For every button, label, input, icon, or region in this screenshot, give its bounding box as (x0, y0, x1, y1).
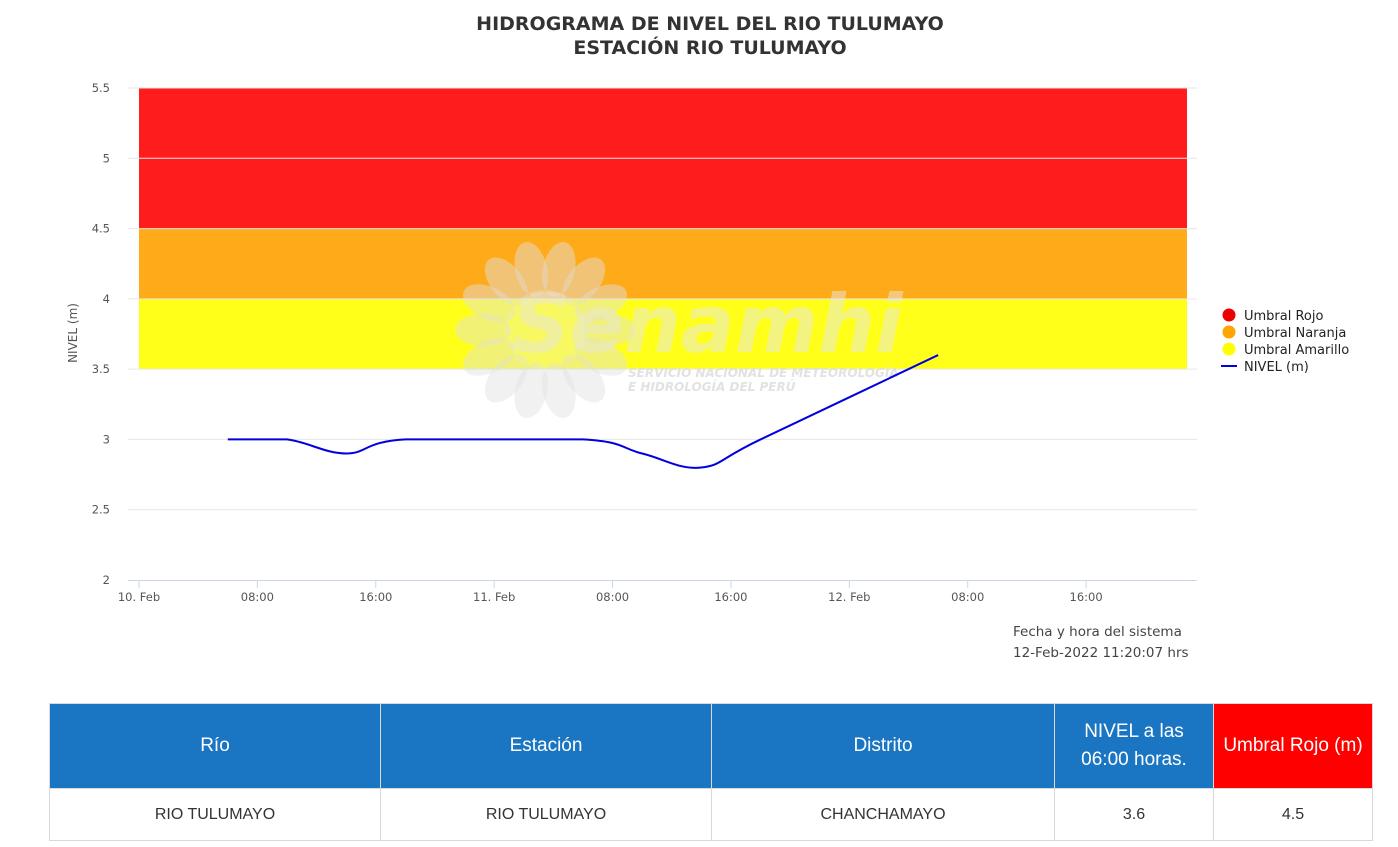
legend-label: Umbral Amarillo (1244, 343, 1349, 358)
x-tick-label: 08:00 (596, 590, 629, 604)
hydrograph-chart: Senamhi SERVICIO NACIONAL DE METEOROLOGÍ… (66, 81, 1349, 604)
legend-marker (1222, 308, 1236, 322)
x-tick-label: 08:00 (241, 590, 274, 604)
watermark-brand: Senamhi (512, 278, 904, 371)
sun-ray (514, 362, 549, 418)
chart-subtitle: ESTACIÓN RIO TULUMAYO (573, 37, 847, 59)
chart-title: HIDROGRAMA DE NIVEL DEL RIO TULUMAYO (476, 13, 944, 35)
table-row: RIO TULUMAYO RIO TULUMAYO CHANCHAMAYO 3.… (49, 788, 1373, 841)
header-rio: Río (49, 703, 381, 789)
cell-nivel: 3.6 (1054, 788, 1214, 841)
y-tick-label: 4.5 (92, 222, 110, 236)
header-nivel: NIVEL a las 06:00 horas. (1054, 703, 1214, 789)
y-tick-label: 5 (103, 151, 110, 165)
y-tick-label: 5.5 (92, 81, 110, 95)
cell-umbral-rojo: 4.5 (1213, 788, 1373, 841)
system-time-value: 12-Feb-2022 11:20:07 hrs (1013, 645, 1189, 661)
threshold-bands (139, 88, 1187, 370)
sun-ray (462, 284, 516, 322)
sun-core (505, 290, 585, 370)
series-layer (227, 354, 939, 469)
legend-label: Umbral Naranja (1244, 326, 1346, 341)
sun-ray (455, 314, 511, 346)
sun-ray (541, 242, 576, 298)
legend: Umbral Rojo Umbral Naranja Umbral Amarillo… (1221, 308, 1349, 375)
y-tick-label: 2 (103, 573, 110, 587)
series-line-nivel (227, 354, 939, 469)
table-header-row: Río Estación Distrito NIVEL a las 06:00 … (49, 703, 1373, 789)
system-time: Fecha y hora del sistema 12-Feb-2022 11:… (1013, 622, 1189, 664)
x-tick-label: 12. Feb (828, 590, 870, 604)
y-axis-title: NIVEL (m) (66, 303, 80, 363)
sun-ray (574, 284, 628, 322)
x-tick-label: 16:00 (359, 590, 392, 604)
x-tick-label: 08:00 (951, 590, 984, 604)
y-tick-label: 3.5 (92, 362, 110, 376)
chart-title-block: HIDROGRAMA DE NIVEL DEL RIO TULUMAYO EST… (0, 12, 1398, 60)
sun-logo-icon (455, 242, 635, 418)
band-umbral-amarillo (139, 298, 1187, 370)
senamhi-watermark: Senamhi SERVICIO NACIONAL DE METEOROLOGÍ… (455, 242, 904, 418)
band-umbral-naranja (139, 228, 1187, 299)
legend-label: Umbral Rojo (1244, 309, 1324, 324)
x-tick-label: 10. Feb (118, 590, 160, 604)
x-tick-label: 11. Feb (473, 590, 515, 604)
sun-ray (562, 354, 606, 403)
cell-estacion: RIO TULUMAYO (380, 788, 712, 841)
y-tick-label: 3 (103, 432, 110, 446)
axes: 2 2.5 3 3.5 4 4.5 5 5.5 10. Feb 08:00 16:00 11. Feb… (92, 81, 1197, 604)
station-table: Río Estación Distrito NIVEL a las 06:00 … (49, 703, 1373, 841)
sun-ray (574, 338, 628, 376)
y-tick-label: 2.5 (92, 503, 110, 517)
watermark-line2: E HIDROLOGÍA DEL PERÚ (628, 379, 796, 394)
cell-distrito: CHANCHAMAYO (711, 788, 1055, 841)
grid-lines (128, 87, 1197, 511)
sun-ray (484, 257, 528, 306)
y-tick-label: 4 (103, 292, 110, 306)
header-distrito: Distrito (711, 703, 1055, 789)
sun-ray (579, 314, 635, 346)
legend-marker (1222, 342, 1236, 356)
cell-rio: RIO TULUMAYO (49, 788, 381, 841)
sun-ray (462, 338, 516, 376)
watermark-line1: SERVICIO NACIONAL DE METEOROLOGÍA (628, 365, 899, 380)
sun-ray (484, 354, 528, 403)
legend-label: NIVEL (m) (1244, 360, 1309, 375)
x-tick-label: 16:00 (1070, 590, 1103, 604)
sun-ray (514, 242, 549, 298)
sun-ray (541, 362, 576, 418)
legend-marker (1222, 325, 1236, 339)
x-tick-label: 16:00 (714, 590, 747, 604)
header-umbral-rojo: Umbral Rojo (m) (1213, 703, 1373, 789)
header-estacion: Estación (380, 703, 712, 789)
sun-ray (562, 257, 606, 306)
system-time-label: Fecha y hora del sistema (1013, 624, 1182, 640)
